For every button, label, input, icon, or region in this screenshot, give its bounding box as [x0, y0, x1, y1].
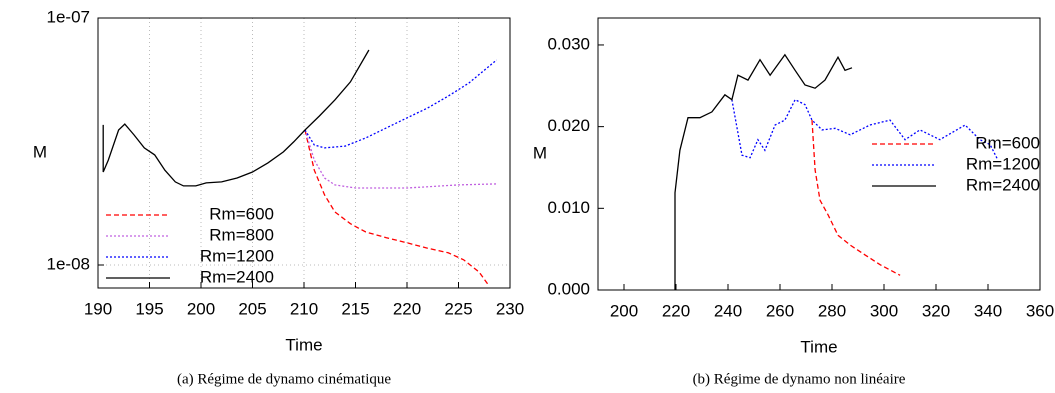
- legend-label: Rm=800: [209, 225, 274, 244]
- data-line: [674, 53, 853, 290]
- x-tick-label: 220: [393, 299, 421, 318]
- y-tick-label: 1e-07: [47, 7, 90, 26]
- x-tick-label: 230: [496, 299, 524, 318]
- x-tick-label: 300: [870, 301, 898, 320]
- x-tick-label: 260: [766, 301, 794, 320]
- x-axis-label: Time: [285, 335, 322, 354]
- data-line: [304, 59, 498, 149]
- x-tick-label: 280: [818, 301, 846, 320]
- data-line: [304, 129, 497, 189]
- caption: (a) Régime de dynamo cinématique: [177, 371, 391, 387]
- x-tick-label: 340: [974, 301, 1002, 320]
- y-axis-label: M: [33, 142, 47, 161]
- x-tick-label: 360: [1026, 301, 1054, 320]
- y-tick-label: 0.030: [547, 34, 590, 53]
- x-tick-label: 225: [444, 299, 472, 318]
- data-line: [811, 120, 901, 276]
- x-tick-label: 210: [290, 299, 318, 318]
- x-tick-label: 200: [610, 301, 638, 320]
- y-tick-label: 0.000: [547, 279, 590, 298]
- y-tick-label: 1e-08: [47, 254, 90, 273]
- y-tick-label: 0.020: [547, 116, 590, 135]
- data-line: [731, 98, 999, 161]
- plot-frame: [597, 17, 1041, 291]
- data-line: [102, 49, 370, 187]
- x-tick-label: 190: [84, 299, 112, 318]
- x-axis-label: Time: [800, 337, 837, 356]
- plot-frame: [97, 17, 511, 289]
- caption: (b) Régime de dynamo non linéaire: [693, 371, 906, 387]
- x-tick-label: 220: [662, 301, 690, 320]
- x-tick-label: 215: [341, 299, 369, 318]
- x-tick-label: 200: [187, 299, 215, 318]
- x-tick-label: 195: [135, 299, 163, 318]
- legend-label: Rm=2400: [200, 267, 274, 286]
- x-tick-label: 320: [922, 301, 950, 320]
- data-line: [304, 129, 489, 286]
- legend-label: Rm=600: [975, 133, 1040, 152]
- y-axis-label: M: [533, 143, 547, 162]
- legend-label: Rm=1200: [966, 154, 1040, 173]
- legend-label: Rm=2400: [966, 175, 1040, 194]
- x-tick-label: 240: [714, 301, 742, 320]
- legend-label: Rm=600: [209, 204, 274, 223]
- y-tick-label: 0.010: [547, 198, 590, 217]
- legend-label: Rm=1200: [200, 246, 274, 265]
- x-tick-label: 205: [238, 299, 266, 318]
